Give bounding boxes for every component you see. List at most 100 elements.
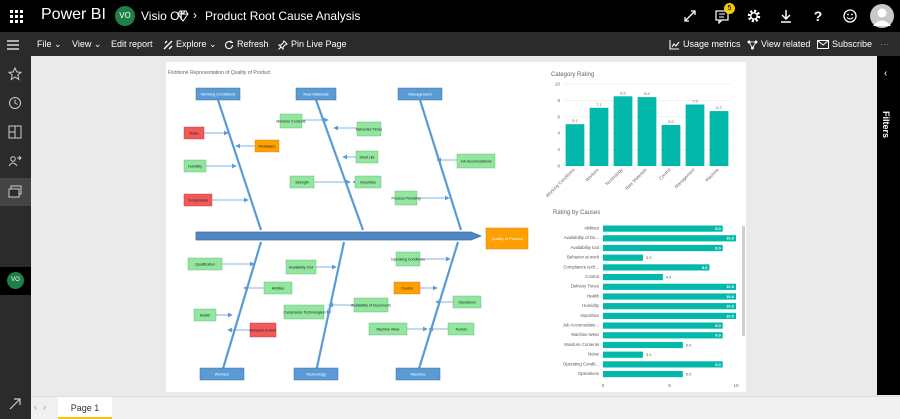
cause-bar[interactable]: [603, 341, 683, 349]
scrollbar[interactable]: [742, 226, 745, 336]
pin-live-page-button[interactable]: Pin Live Page: [277, 32, 347, 56]
cause-bar[interactable]: [603, 312, 736, 319]
apps-icon[interactable]: [0, 118, 31, 146]
category-workers[interactable]: [199, 367, 245, 381]
cause-control[interactable]: [393, 281, 421, 295]
cause-availability-of-documents[interactable]: [353, 297, 389, 313]
collapse-chevron-icon[interactable]: ‹: [884, 68, 888, 79]
cause-operations[interactable]: [452, 295, 482, 309]
edit-report-button[interactable]: Edit report: [111, 39, 153, 49]
cause-bar[interactable]: [603, 351, 643, 358]
cause-bar[interactable]: [603, 254, 643, 261]
user-icon[interactable]: [870, 4, 894, 28]
cause-bar[interactable]: [603, 361, 723, 368]
cause-temperature[interactable]: [183, 193, 213, 207]
cause-health[interactable]: [193, 308, 217, 322]
refresh-button[interactable]: Refresh: [224, 32, 269, 56]
cause-shelf-life[interactable]: [355, 150, 379, 164]
cause-abilities[interactable]: [263, 281, 293, 295]
rating-by-causes-chart[interactable]: Abilities 9.0 Availability of Do... 10.0 Ava…: [546, 220, 746, 392]
cause-bar[interactable]: [603, 322, 723, 329]
cause-bar[interactable]: [603, 371, 683, 378]
previous-page-icon[interactable]: ‹: [34, 402, 37, 412]
category-bar[interactable]: [637, 97, 657, 166]
cause-bar[interactable]: [603, 225, 723, 232]
cause-label: Availability Tool: [289, 265, 314, 269]
cause-bar[interactable]: [603, 303, 736, 310]
category-rating-chart[interactable]: 0 2 4 6 8 10 5.1 Working Conditions 7.1 Workers 8.…: [546, 78, 736, 210]
cause-process-providing[interactable]: [394, 190, 418, 206]
usage-metrics-icon: [669, 39, 680, 50]
next-page-icon[interactable]: ›: [43, 402, 46, 412]
explore-menu[interactable]: Explore ⌄: [163, 32, 217, 56]
cause-bar[interactable]: [603, 293, 736, 300]
data-label: 8.4: [644, 91, 650, 96]
file-menu[interactable]: File ⌄: [37, 32, 62, 56]
view-related-button[interactable]: View related: [747, 32, 810, 56]
cause-label: Strength: [295, 180, 309, 184]
filters-pane[interactable]: ‹ Filters: [877, 56, 900, 395]
cause-workplace[interactable]: [254, 139, 280, 153]
settings-icon[interactable]: [738, 0, 770, 32]
category-technology[interactable]: [293, 367, 339, 381]
report-title: Product Root Cause Analysis: [205, 9, 361, 23]
cause-bar[interactable]: [603, 274, 663, 281]
app-title[interactable]: Power BI: [41, 6, 106, 23]
category-bar[interactable]: [589, 107, 609, 166]
cause-toolset[interactable]: [447, 322, 475, 336]
help-icon[interactable]: ?: [802, 0, 834, 32]
hamburger-menu-icon[interactable]: [7, 32, 22, 56]
fishbone-diagram[interactable]: Quality of Product Working Conditions Ra…: [166, 62, 536, 392]
more-options-icon[interactable]: ···: [880, 39, 889, 49]
category-management[interactable]: [397, 87, 443, 101]
category-bar[interactable]: [685, 104, 705, 167]
category-bar[interactable]: [661, 125, 681, 166]
cause-bar[interactable]: [603, 235, 736, 242]
fishbone-head[interactable]: [485, 227, 529, 250]
get-data-icon[interactable]: [0, 390, 31, 418]
app-launcher-icon[interactable]: [0, 0, 32, 32]
cause-label: Temperature: [188, 198, 208, 202]
feedback-icon[interactable]: [834, 0, 866, 32]
workspace-avatar[interactable]: VO: [115, 6, 135, 26]
recent-icon[interactable]: [0, 89, 31, 117]
cause-bar[interactable]: [603, 244, 723, 252]
shared-with-me-icon[interactable]: [0, 147, 31, 175]
category-working-conditions[interactable]: [195, 87, 241, 101]
cause-availability-tool[interactable]: [285, 259, 317, 275]
cause-machine-wear[interactable]: [368, 322, 408, 336]
data-label: 10.0: [726, 294, 735, 299]
notifications-icon[interactable]: 5: [706, 0, 738, 32]
category-bar[interactable]: [709, 111, 729, 166]
category-bar[interactable]: [613, 96, 633, 166]
workspace-name[interactable]: Visio OI: [141, 9, 183, 23]
cause-label: Machine Wear: [376, 327, 400, 331]
favorites-icon[interactable]: [0, 60, 31, 88]
category-bar[interactable]: [565, 124, 585, 166]
cause-humidity[interactable]: [183, 159, 207, 173]
cause-bar[interactable]: [603, 332, 723, 339]
usage-metrics-button[interactable]: Usage metrics: [669, 32, 741, 56]
cause-deliveries-times[interactable]: [356, 121, 382, 137]
category-raw-materials[interactable]: [295, 87, 337, 101]
cause-operating-conditions[interactable]: [395, 251, 421, 267]
cause-moisture-contents[interactable]: [279, 113, 303, 129]
cause-strength[interactable]: [289, 175, 315, 189]
category-machine[interactable]: [395, 367, 441, 381]
workspaces-icon[interactable]: [0, 178, 31, 206]
expand-icon[interactable]: [674, 0, 706, 32]
cause-qualification[interactable]: [187, 257, 223, 271]
download-icon[interactable]: [770, 0, 802, 32]
cause-behavior-at-work[interactable]: [249, 322, 277, 338]
cause-impurities[interactable]: [354, 175, 382, 189]
current-workspace-item[interactable]: VO: [0, 267, 31, 295]
category-label: Working Conditions: [201, 92, 236, 97]
cause-bar[interactable]: [603, 283, 736, 290]
view-menu[interactable]: View ⌄: [72, 32, 101, 56]
subscribe-button[interactable]: Subscribe: [817, 32, 872, 56]
cause-bar[interactable]: [603, 264, 710, 271]
cause-job-accomodations[interactable]: [456, 153, 496, 169]
cause-compliance-technologies[interactable]: [283, 304, 325, 320]
page-tab[interactable]: Page 1: [58, 397, 112, 419]
cause-noise[interactable]: [183, 126, 205, 140]
